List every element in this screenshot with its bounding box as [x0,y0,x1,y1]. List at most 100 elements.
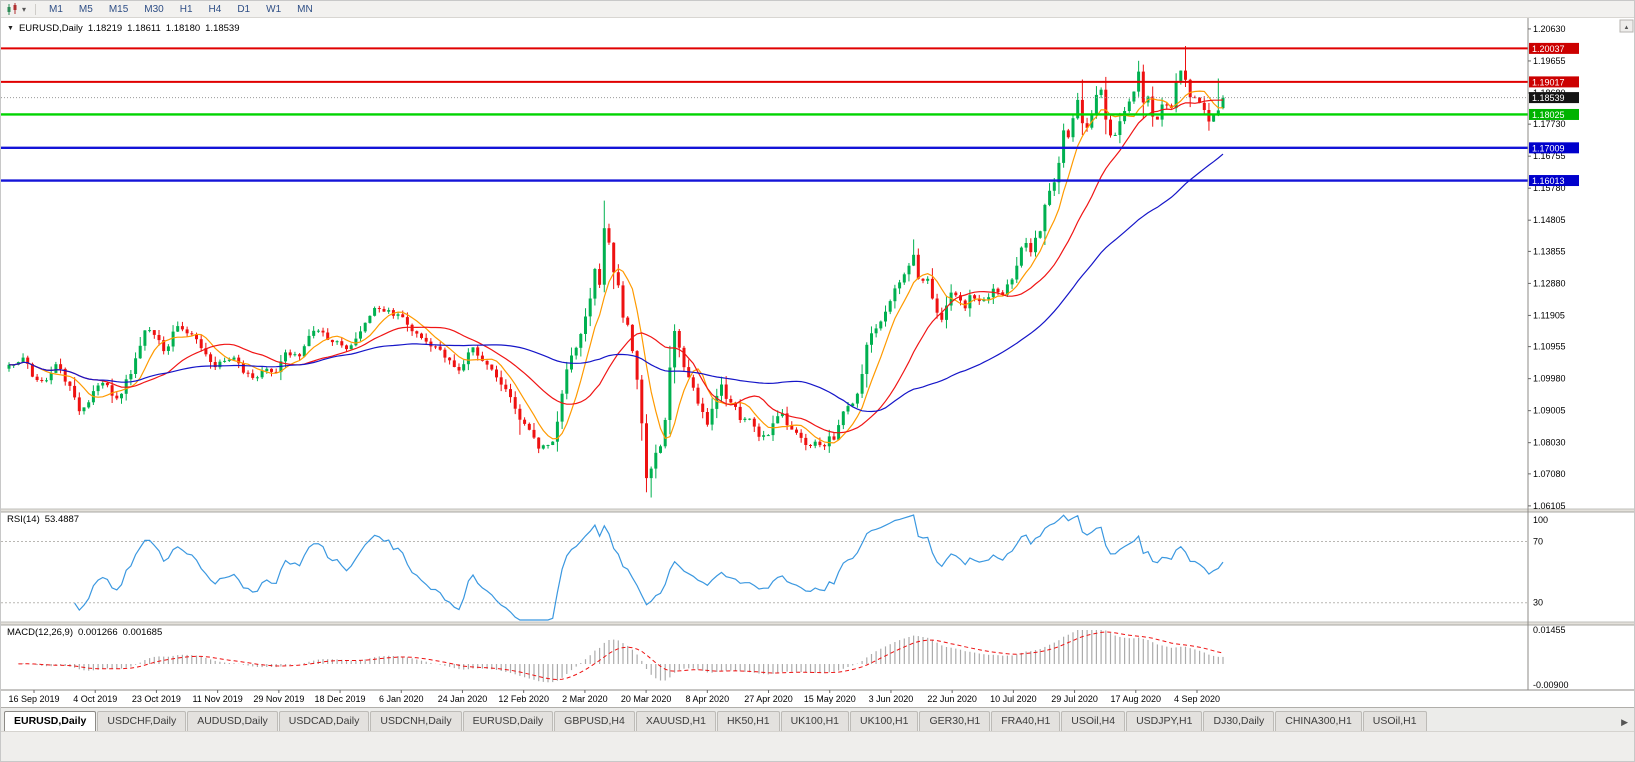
time-tick-label: 6 Jan 2020 [379,694,424,704]
chart-area[interactable]: 100 70 30 0.01455 -0.00900 1.20630 1.19655 1.18… [1,18,1635,707]
price-tick-label: 1.15780 [1533,183,1566,193]
time-tick-label: 12 Feb 2020 [498,694,549,704]
macd-scale-min: -0.00900 [1533,680,1569,690]
ma-line-20 [9,99,1224,434]
time-tick-label: 18 Dec 2019 [315,694,366,704]
chart-tab-7[interactable]: XAUUSD,H1 [635,711,716,731]
time-tick-label: 23 Oct 2019 [132,694,181,704]
price-badge-value: 1.18539 [1532,93,1565,103]
time-tick-label: 15 May 2020 [804,694,856,704]
macd-histogram [17,630,1224,683]
chart-tab-16[interactable]: CHINA300,H1 [1275,711,1362,731]
ma-line-7 [9,90,1223,444]
price-badge-value: 1.20037 [1532,44,1565,54]
chart-tab-10[interactable]: UK100,H1 [850,711,919,731]
chart-canvas[interactable]: 100 70 30 0.01455 -0.00900 1.20630 1.19655 1.18… [1,18,1635,707]
time-axis[interactable]: 16 Sep 2019 4 Oct 2019 23 Oct 2019 11 Nov 2… [8,690,1220,704]
chart-tab-6[interactable]: GBPUSD,H4 [554,711,635,731]
chart-tab-14[interactable]: USDJPY,H1 [1126,711,1203,731]
time-tick-label: 10 Jul 2020 [990,694,1037,704]
chart-background [1,18,1634,707]
chart-tab-11[interactable]: GER30,H1 [919,711,991,731]
timeframe-button-d1[interactable]: D1 [237,3,251,15]
macd-signal-line [18,631,1224,681]
ma-line-52 [9,153,1224,413]
price-badge [1529,108,1579,120]
toolbar: ▾ M1 M5 M15 M30 H1 H4 D1 W1 MN [1,1,1634,18]
price-tick-label: 1.10955 [1533,342,1566,352]
rsi-scale-70: 70 [1533,537,1543,547]
price-tick-label: 1.09005 [1533,406,1566,416]
rsi-scale-100: 100 [1533,515,1548,525]
timeframe-button-m15[interactable]: M15 [108,3,129,15]
price-axis[interactable]: 1.206301.196551.186801.177301.167551.157… [1528,24,1579,511]
pane-separator-rsi[interactable] [1,508,1635,513]
chart-tab-3[interactable]: USDCAD,Daily [278,711,370,731]
chart-tab-12[interactable]: FRA40,H1 [991,711,1061,731]
price-tick-label: 1.17730 [1533,119,1566,129]
price-tick-label: 1.11905 [1533,310,1565,320]
price-badge-value: 1.18025 [1532,110,1565,120]
status-bar [1,731,1634,761]
timeframe-buttons: M1 M5 M15 M30 H1 H4 D1 W1 MN [41,2,321,17]
macd-scale-max: 0.01455 [1533,625,1566,635]
price-tick-label: 1.09980 [1533,374,1566,384]
time-tick-label: 17 Aug 2020 [1111,694,1162,704]
chart-tab-15[interactable]: DJ30,Daily [1203,711,1275,731]
time-tick-label: 22 Jun 2020 [927,694,977,704]
chart-tab-13[interactable]: USOil,H4 [1061,711,1126,731]
chart-tab-5[interactable]: EURUSD,Daily [462,711,554,731]
tab-scroll-right-icon[interactable]: ▶ [1621,717,1628,727]
price-badge-value: 1.17009 [1532,143,1565,153]
time-tick-label: 29 Jul 2020 [1051,694,1098,704]
timeframe-button-m1[interactable]: M1 [49,3,63,15]
price-tick-label: 1.12880 [1533,278,1566,288]
price-badge [1529,142,1579,154]
chevron-down-icon[interactable]: ▾ [22,4,27,14]
timeframe-button-h4[interactable]: H4 [208,3,222,15]
rsi-line [74,514,1224,621]
price-tick-label: 1.20630 [1533,24,1566,34]
timeframe-button-m30[interactable]: M30 [144,3,164,15]
price-tick-label: 1.16755 [1533,151,1566,161]
chart-tab-17[interactable]: USOil,H1 [1362,711,1427,731]
pane-separator-macd[interactable] [1,621,1635,626]
time-tick-label: 4 Oct 2019 [73,694,117,704]
timeframe-button-h1[interactable]: H1 [179,3,193,15]
toolbar-separator [35,3,37,15]
time-tick-label: 4 Sep 2020 [1174,694,1220,704]
chart-tab-1[interactable]: USDCHF,Daily [97,711,187,731]
price-tick-label: 1.06105 [1533,501,1566,511]
time-tick-label: 16 Sep 2019 [8,694,59,704]
price-badge-value: 1.19017 [1532,77,1565,87]
scroll-up-button[interactable]: ▲ [1619,19,1634,33]
price-tick-label: 1.13855 [1533,246,1566,256]
time-tick-label: 24 Jan 2020 [438,694,488,704]
time-tick-label: 8 Apr 2020 [686,694,730,704]
price-tick-label: 1.08030 [1533,438,1566,448]
chart-tab-0[interactable]: EURUSD,Daily [4,711,97,731]
time-tick-label: 11 Nov 2019 [192,694,242,704]
candlestick-chart-icon[interactable] [6,2,19,16]
chart-tab-4[interactable]: USDCNH,Daily [370,711,462,731]
time-tick-label: 3 Jun 2020 [869,694,914,704]
price-badge [1529,92,1579,104]
bottom-tab-bar: EURUSD,Daily USDCHF,Daily AUDUSD,Daily USDC… [1,707,1634,731]
chart-tab-8[interactable]: HK50,H1 [716,711,780,731]
price-badge [1529,175,1579,187]
chart-tab-9[interactable]: UK100,H1 [780,711,850,731]
price-tick-label: 1.07080 [1533,469,1566,479]
time-tick-label: 2 Mar 2020 [562,694,608,704]
timeframe-button-mn[interactable]: MN [297,3,313,15]
rsi-scale-30: 30 [1533,598,1543,608]
candlestick-chart-icon-glyph [7,2,17,15]
time-tick-label: 27 Apr 2020 [744,694,793,704]
time-tick-label: 20 Mar 2020 [621,694,672,704]
chart-tab-2[interactable]: AUDUSD,Daily [187,711,278,731]
price-badge-value: 1.16013 [1532,176,1565,186]
timeframe-button-w1[interactable]: W1 [266,3,282,15]
timeframe-button-m5[interactable]: M5 [78,3,93,15]
price-tick-label: 1.14805 [1533,215,1566,225]
price-tick-label: 1.19655 [1533,56,1566,66]
